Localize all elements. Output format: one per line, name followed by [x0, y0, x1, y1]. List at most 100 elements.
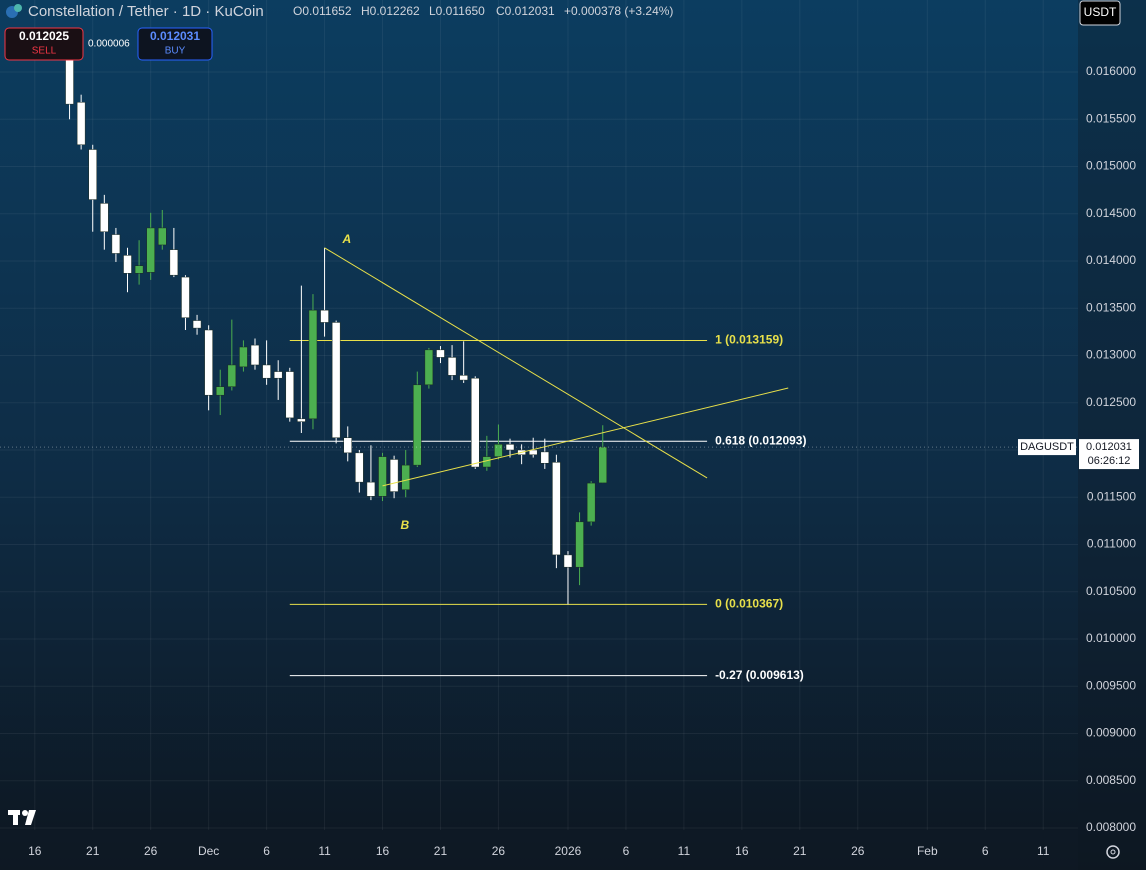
- x-tick-label: 16: [376, 844, 390, 858]
- candle-body: [366, 481, 376, 497]
- x-tick-label: 16: [735, 844, 749, 858]
- y-tick-label: 0.013500: [1086, 300, 1136, 314]
- y-tick-label: 0.012500: [1086, 395, 1136, 409]
- fib-label: 0.618 (0.012093): [715, 433, 806, 447]
- x-tick-label: 6: [263, 844, 270, 858]
- candle-body: [540, 451, 550, 464]
- trendline-label: B: [401, 518, 410, 532]
- trendline: [382, 387, 789, 487]
- x-tick-label: Dec: [198, 844, 219, 858]
- y-tick-label: 0.011500: [1087, 489, 1136, 503]
- candle-body: [192, 320, 202, 329]
- candle-body: [250, 344, 260, 366]
- x-tick-label: 11: [678, 844, 691, 858]
- x-tick-label: 26: [492, 844, 506, 858]
- candle-body: [285, 371, 295, 419]
- y-tick-label: 0.015500: [1086, 111, 1136, 125]
- candle-body: [378, 456, 387, 497]
- y-tick-label: 0.008500: [1086, 773, 1136, 787]
- countdown: 06:26:12: [1088, 455, 1131, 467]
- settings-button-dot: [1110, 849, 1116, 855]
- candle-body: [111, 234, 121, 254]
- y-tick-label: 0.009500: [1086, 678, 1136, 692]
- sell-button[interactable]: [4, 27, 84, 61]
- candle-body: [598, 446, 608, 484]
- sell-price: 0.012025: [19, 29, 69, 43]
- candle-body: [494, 444, 503, 457]
- candle-body: [424, 349, 434, 386]
- y-tick-label: 0.014500: [1086, 206, 1136, 220]
- settings-button[interactable]: [1106, 845, 1120, 859]
- candle-body: [586, 482, 596, 523]
- fib-label: -0.27 (0.009613): [715, 668, 804, 682]
- trendline-label: A: [342, 232, 352, 246]
- candle-body: [76, 101, 86, 146]
- candle-body: [343, 437, 352, 454]
- plot-area: 1 (0.013159) 0.618 (0.012093) 0 (0.010367)…: [0, 34, 1078, 682]
- symbol-tag: [1018, 439, 1076, 456]
- ohlc-low: L0.011650: [429, 4, 485, 18]
- spread: 0.000006: [88, 39, 130, 50]
- x-tick-label: 11: [1037, 844, 1050, 858]
- ohlc-open: O0.011652: [293, 4, 352, 18]
- buy-price: 0.012031: [150, 29, 200, 43]
- grid: [0, 0, 1078, 830]
- candle-body: [459, 375, 468, 381]
- x-tick-label: 21: [793, 844, 807, 858]
- candle-body: [308, 309, 318, 420]
- y-tick-label: 0.010000: [1086, 631, 1136, 645]
- ui: Constellation / Tether · 1D · KuCoin O0.…: [4, 0, 1121, 859]
- logo-part: [25, 810, 36, 825]
- candle-body: [413, 384, 422, 466]
- buy-label: BUY: [165, 46, 186, 57]
- candle-body: [88, 149, 97, 200]
- x-tick-label: 16: [28, 844, 42, 858]
- candle-body: [331, 322, 341, 438]
- logo-part: [22, 810, 28, 816]
- ohlc-high: H0.012262: [361, 4, 420, 18]
- currency: USDT: [1084, 5, 1117, 19]
- y-tick-label: 0.014000: [1086, 253, 1136, 267]
- candle-body: [134, 265, 144, 274]
- candle-body: [158, 227, 167, 246]
- x-tick-label: Feb: [917, 844, 938, 858]
- candle-body: [401, 464, 410, 490]
- x-tick-label: 21: [434, 844, 448, 858]
- candle-body: [447, 357, 457, 376]
- y-tick-label: 0.009000: [1086, 726, 1136, 740]
- sell-label: SELL: [32, 46, 57, 57]
- candle-body: [100, 203, 109, 232]
- currency-button[interactable]: [1079, 0, 1121, 26]
- candle-body: [320, 309, 329, 323]
- candle-body: [146, 227, 155, 273]
- ohlc-close: C0.012031: [496, 4, 555, 18]
- candle-body: [273, 371, 283, 379]
- ohlc-change: +0.000378 (+3.24%): [564, 4, 673, 18]
- candle-body: [563, 554, 573, 568]
- x-tick-label: 26: [851, 844, 865, 858]
- candle-body: [169, 249, 179, 276]
- x-tick-label: 21: [86, 844, 100, 858]
- candle-body: [215, 386, 225, 396]
- candle-body: [552, 462, 561, 556]
- y-tick-label: 0.015000: [1086, 159, 1136, 173]
- x-tick-label: 26: [144, 844, 158, 858]
- y-tick-label: 0.016000: [1086, 64, 1136, 78]
- candle-body: [297, 418, 306, 422]
- candle-body: [181, 276, 190, 318]
- candle-body: [436, 349, 445, 358]
- symbol-tag-label: DAGUSDT: [1020, 441, 1074, 453]
- candle-body: [575, 521, 584, 568]
- candle-body: [227, 364, 237, 387]
- candle-body: [389, 459, 399, 492]
- candle-body: [204, 329, 213, 396]
- symbol-title: Constellation / Tether · 1D · KuCoin: [28, 3, 264, 20]
- x-axis-panel: [0, 830, 1078, 870]
- candle-body: [239, 346, 248, 368]
- y-tick-label: 0.011000: [1087, 537, 1136, 551]
- y-tick-label: 0.008000: [1086, 820, 1136, 834]
- buy-button[interactable]: [137, 27, 213, 61]
- price-tag: [1079, 439, 1139, 470]
